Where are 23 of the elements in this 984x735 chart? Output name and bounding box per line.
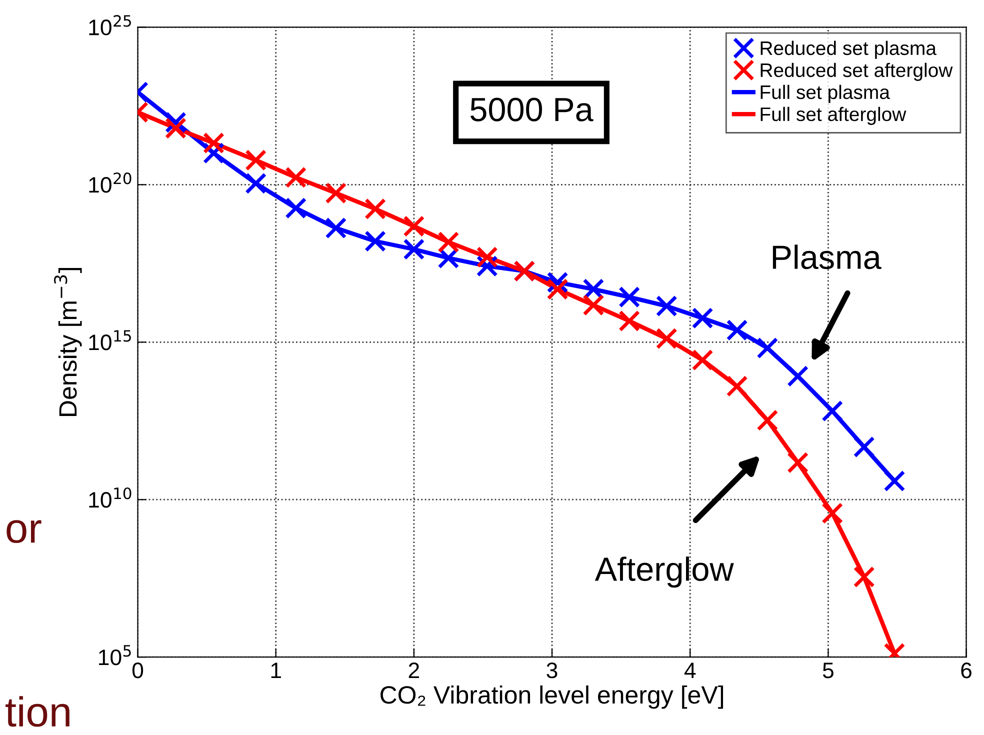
x-tick-label: 4 [684,662,696,678]
annotation: Afterglow [594,556,734,588]
x-tick-label: 2 [408,662,419,678]
x-tick-label: 6 [961,662,972,678]
annotation: 5000 Pa [470,98,594,122]
x-tick-label: 3 [546,662,558,678]
annotation: Plasma [772,244,882,270]
y-tick-label: 10$^{25}$ [89,15,131,36]
legend-label: Reduced set plasma [760,40,936,59]
text: or [6,520,42,544]
y-tick-label: 10$^{15}$ [89,330,131,350]
x-axis-title: CO₂ Vibration level energy [eV] [380,685,724,709]
x-tick-label: 0 [132,662,144,678]
x-tick-label: 5 [822,662,834,678]
y-tick-label: 10$^{20}$ [89,172,132,193]
x-tick-label: 1 [271,662,281,678]
y-tick-label: 10$^{5}$ [99,645,131,666]
y-axis-title: Density [m$^{−3}$] [54,268,82,416]
legend-label: Full set afterglow [760,106,906,125]
legend-label: Full set plasma [760,84,890,103]
legend-label: Reduced set afterglow [760,62,953,81]
text: tion [6,696,70,727]
y-tick-label: 10$^{10}$ [89,487,132,508]
